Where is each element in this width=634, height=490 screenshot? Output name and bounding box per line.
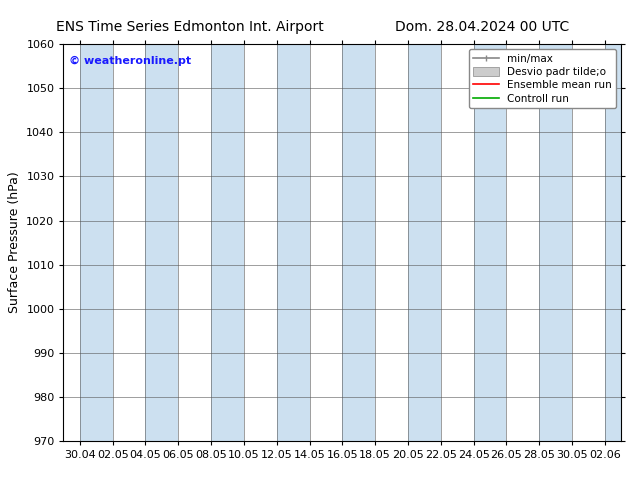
- Bar: [408, 44, 441, 441]
- Bar: [211, 44, 244, 441]
- Legend: min/max, Desvio padr tilde;o, Ensemble mean run, Controll run: min/max, Desvio padr tilde;o, Ensemble m…: [469, 49, 616, 108]
- Bar: [540, 44, 572, 441]
- Y-axis label: Surface Pressure (hPa): Surface Pressure (hPa): [8, 172, 21, 314]
- Bar: [342, 44, 375, 441]
- Bar: [80, 44, 113, 441]
- Bar: [276, 44, 309, 441]
- Text: ENS Time Series Edmonton Int. Airport: ENS Time Series Edmonton Int. Airport: [56, 20, 324, 34]
- Bar: [145, 44, 178, 441]
- Bar: [605, 44, 621, 441]
- Text: © weatheronline.pt: © weatheronline.pt: [69, 56, 191, 66]
- Bar: [474, 44, 507, 441]
- Text: Dom. 28.04.2024 00 UTC: Dom. 28.04.2024 00 UTC: [395, 20, 569, 34]
